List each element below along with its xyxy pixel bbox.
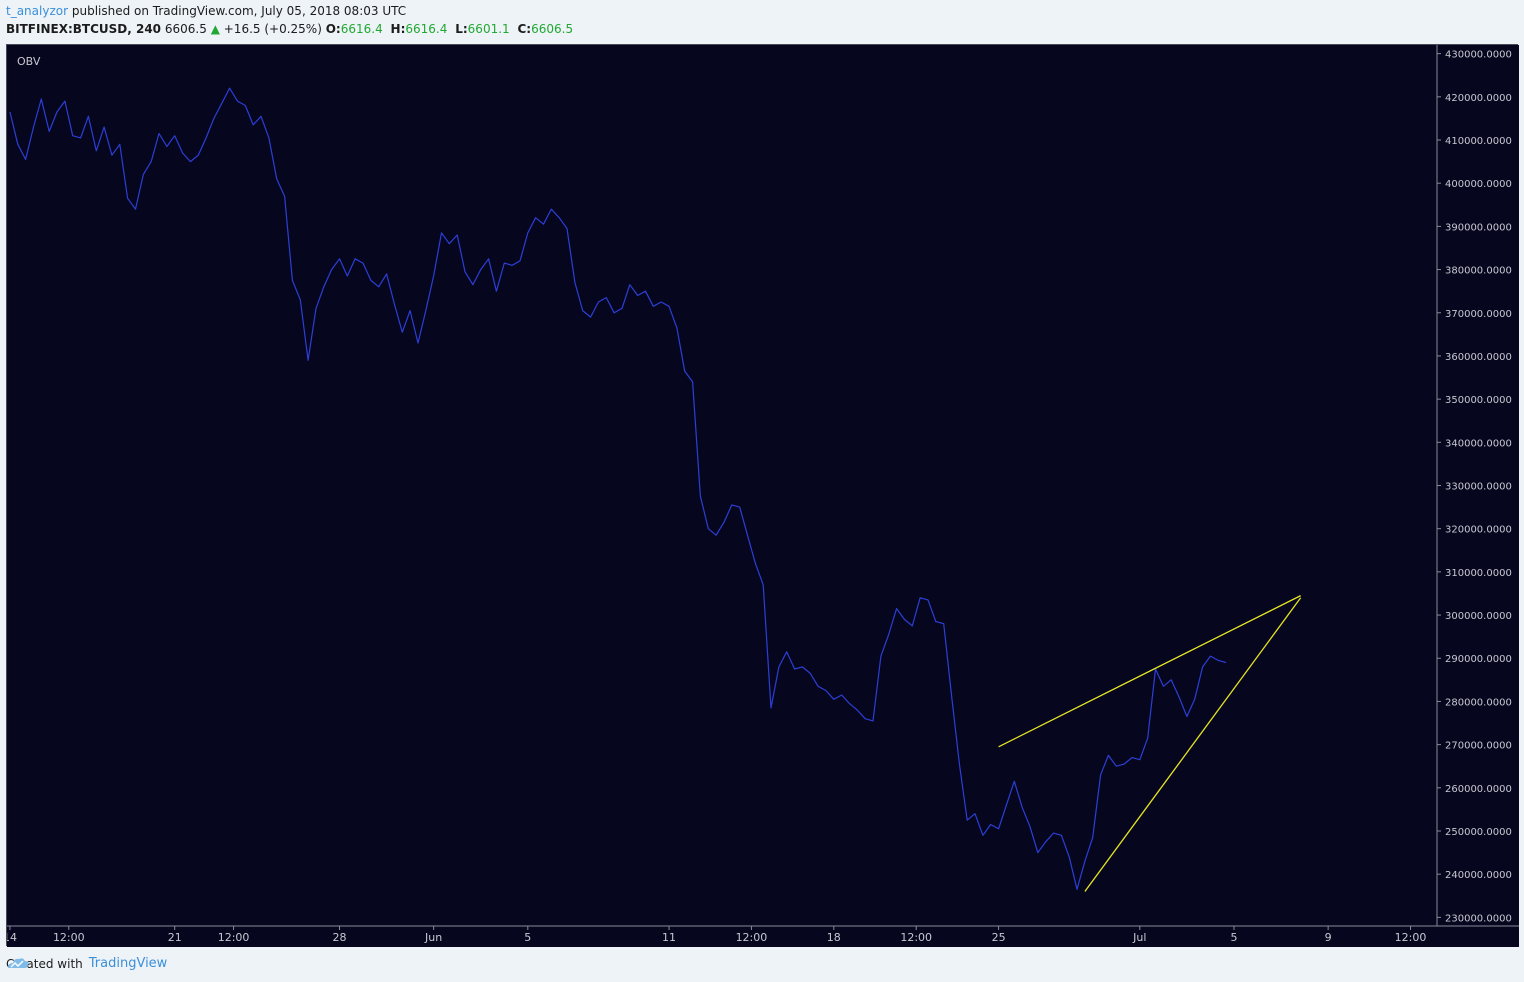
author-link[interactable]: t_analyzor <box>6 4 69 18</box>
trendline <box>998 595 1301 748</box>
high-value: 6616.4 <box>405 22 448 36</box>
last-price: 6606.5 <box>164 22 207 36</box>
y-tick-label: 420000.0000 <box>1445 93 1512 104</box>
open-label: O: <box>325 22 341 36</box>
y-tick-label: 380000.0000 <box>1445 266 1512 277</box>
chart-panel[interactable]: OBV 230000.0000 240000.0000 250000.0000 2600… <box>6 44 1519 947</box>
low-label: L: <box>455 22 468 36</box>
y-tick-label: 360000.0000 <box>1445 352 1512 363</box>
published-text: published on TradingView.com, July 05, 2… <box>71 4 407 18</box>
x-tick-label: 12:00 <box>218 931 250 944</box>
indicator-label: OBV <box>17 55 41 68</box>
y-tick-label: 320000.0000 <box>1445 525 1512 536</box>
x-tick-label: 11 <box>662 931 676 944</box>
y-tick-label: 370000.0000 <box>1445 309 1512 320</box>
x-tick-label: 5 <box>524 931 531 944</box>
x-tick-label: 12:00 <box>1395 931 1427 944</box>
publish-line: t_analyzor published on TradingView.com,… <box>6 4 406 18</box>
open-value: 6616.4 <box>340 22 383 36</box>
y-tick-label: 230000.0000 <box>1445 913 1512 924</box>
x-tick-label: 25 <box>992 931 1006 944</box>
obv-chart[interactable]: OBV 230000.0000 240000.0000 250000.0000 2600… <box>7 45 1519 947</box>
x-tick-label: 12:00 <box>900 931 932 944</box>
chart-header: t_analyzor published on TradingView.com,… <box>0 0 1524 44</box>
x-tick-label: 5 <box>1230 931 1237 944</box>
x-tick-label: 21 <box>168 931 182 944</box>
y-tick-label: 250000.0000 <box>1445 827 1512 838</box>
x-tick-label: 12:00 <box>736 931 768 944</box>
y-tick-label: 280000.0000 <box>1445 697 1512 708</box>
y-tick-label: 310000.0000 <box>1445 568 1512 579</box>
obv-series-line <box>9 87 1227 890</box>
y-tick-label: 410000.0000 <box>1445 136 1512 147</box>
y-tick-label: 340000.0000 <box>1445 438 1512 449</box>
symbol-line: BITFINEX:BTCUSD, 240 6606.5 ▲ +16.5 (+0.… <box>6 22 577 36</box>
trendline <box>1084 597 1302 892</box>
low-value: 6601.1 <box>467 22 510 36</box>
y-tick-label: 430000.0000 <box>1445 50 1512 61</box>
y-tick-label: 240000.0000 <box>1445 870 1512 881</box>
y-tick-label: 330000.0000 <box>1445 482 1512 493</box>
y-tick-label: 260000.0000 <box>1445 784 1512 795</box>
tradingview-brand[interactable]: TradingView <box>88 956 168 971</box>
y-tick-label: 390000.0000 <box>1445 222 1512 233</box>
y-tick-label: 270000.0000 <box>1445 741 1512 752</box>
y-tick-label: 300000.0000 <box>1445 611 1512 622</box>
x-tick-label: Jul <box>1132 931 1146 944</box>
x-tick-label: 9 <box>1325 931 1332 944</box>
up-arrow-icon: ▲ <box>210 22 220 36</box>
tradingview-cloud-icon[interactable] <box>6 956 30 970</box>
y-tick-label: 290000.0000 <box>1445 654 1512 665</box>
x-tick-label: 18 <box>827 931 841 944</box>
close-label: C: <box>517 22 532 36</box>
plot-background <box>7 45 1519 947</box>
footer: Created with TradingView <box>6 956 167 971</box>
symbol-label: BITFINEX:BTCUSD, 240 <box>6 22 162 36</box>
y-tick-label: 400000.0000 <box>1445 179 1512 190</box>
x-tick-label: 14 <box>7 931 17 944</box>
y-tick-label: 350000.0000 <box>1445 395 1512 406</box>
x-tick-label: 28 <box>332 931 346 944</box>
high-label: H: <box>390 22 406 36</box>
x-tick-label: Jun <box>424 931 442 944</box>
x-tick-label: 12:00 <box>53 931 85 944</box>
close-value: 6606.5 <box>531 22 574 36</box>
price-change: +16.5 (+0.25%) <box>223 22 322 36</box>
